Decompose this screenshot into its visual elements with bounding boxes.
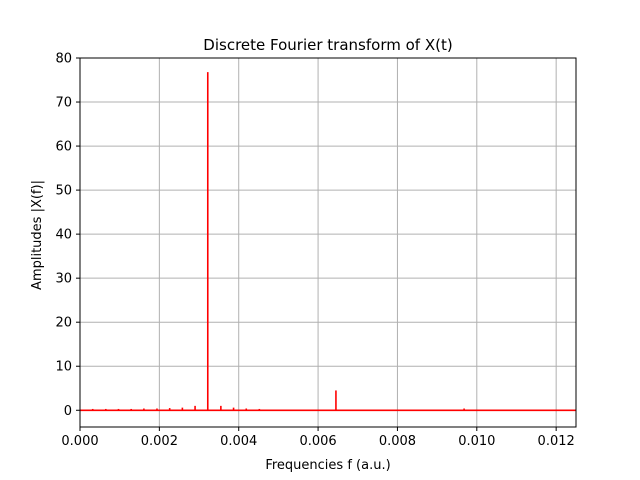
x-tick-label: 0.006 [299, 434, 336, 449]
axes: 0.000 0.002 0.004 0.006 0.008 0.010 0.012 0 10 20… [55, 52, 577, 449]
y-tick-label: 30 [55, 272, 72, 287]
grid [79, 57, 576, 427]
y-tick-label: 50 [55, 184, 72, 199]
y-tick-label: 10 [55, 360, 72, 375]
y-tick-label: 20 [55, 316, 72, 331]
y-tick-label: 40 [55, 228, 72, 243]
y-tick-label: 0 [64, 404, 72, 419]
y-tick-label: 60 [55, 140, 72, 155]
x-tick-label: 0.012 [538, 434, 575, 449]
plot-frame [79, 57, 577, 428]
x-tick-label: 0.004 [220, 434, 257, 449]
y-axis-label: Amplitudes |X(f)| [30, 180, 45, 290]
x-tick-label: 0.008 [379, 434, 416, 449]
plot-area [80, 72, 576, 412]
x-tick-label: 0.010 [458, 434, 495, 449]
x-axis-label: Frequencies f (a.u.) [265, 458, 390, 473]
x-tick-label: 0.000 [61, 434, 98, 449]
x-tick-label: 0.002 [141, 434, 178, 449]
y-tick-label: 70 [55, 96, 72, 111]
chart-title: Discrete Fourier transform of X(t) [203, 36, 452, 54]
y-tick-label: 80 [55, 52, 72, 67]
